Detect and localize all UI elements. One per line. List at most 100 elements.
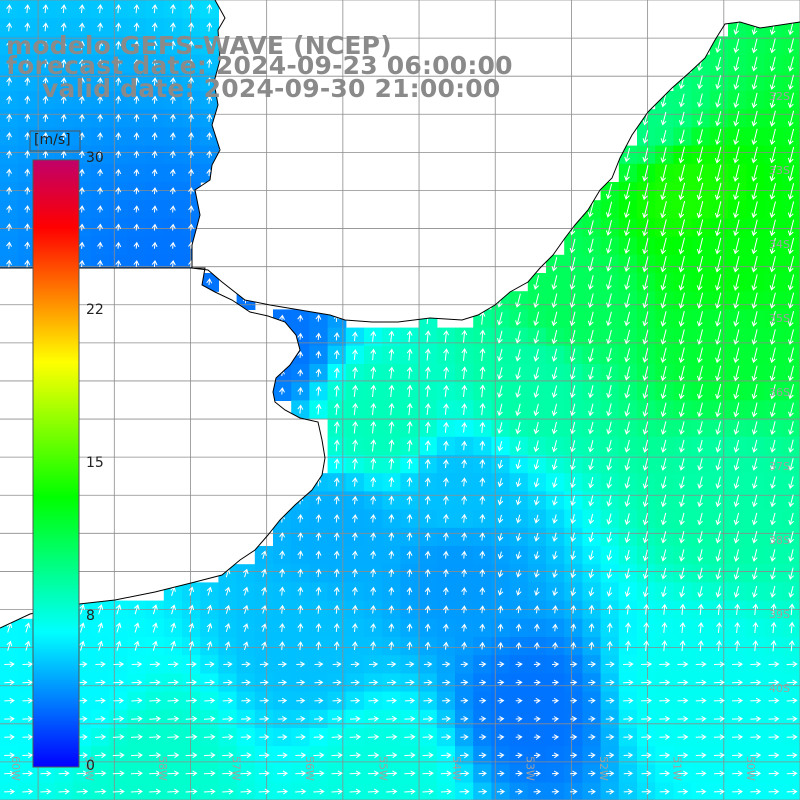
wind-arrow: [461, 384, 468, 397]
wind-arrow: [660, 384, 667, 400]
wind-arrow: [115, 241, 122, 249]
wind-arrow: [515, 348, 521, 362]
wind-arrow: [533, 385, 540, 399]
wind-arrow: [533, 716, 541, 722]
wind-arrow: [241, 715, 252, 722]
wind-arrow: [751, 439, 758, 453]
wind-arrow: [770, 439, 776, 453]
wind-arrow: [641, 661, 653, 668]
wind-arrow: [60, 113, 67, 122]
wind-arrow: [659, 734, 671, 740]
wind-arrow: [133, 259, 140, 267]
latitude-label: 37S: [769, 460, 790, 473]
wind-arrow: [733, 274, 740, 291]
wind-arrow: [279, 586, 286, 596]
wind-arrow: [152, 640, 158, 651]
wind-arrow: [587, 661, 597, 668]
wind-arrow: [6, 640, 13, 651]
wind-arrow: [42, 4, 49, 14]
wind-arrow: [352, 349, 358, 360]
wind-arrow: [315, 314, 322, 322]
wind-arrow: [315, 641, 322, 651]
wind-arrow: [170, 58, 176, 68]
wind-arrow: [715, 586, 722, 598]
wind-arrow: [733, 347, 740, 364]
wind-arrow: [60, 58, 67, 68]
wind-arrow: [314, 697, 324, 704]
wind-arrow: [169, 205, 176, 213]
wind-arrow: [696, 182, 704, 201]
wind-arrow: [40, 788, 52, 795]
wind-arrow: [715, 458, 722, 471]
wind-arrow: [188, 205, 194, 213]
wind-arrow: [624, 256, 631, 273]
wind-arrow: [678, 329, 685, 345]
wind-arrow: [606, 348, 612, 363]
wind-arrow: [588, 476, 594, 489]
wind-arrow: [659, 788, 670, 795]
wind-arrow: [297, 622, 304, 632]
wind-arrow: [569, 348, 576, 363]
wind-arrow: [660, 365, 667, 382]
wind-arrow: [405, 661, 415, 668]
wind-arrow: [331, 788, 343, 795]
wind-arrow: [97, 622, 104, 633]
wind-arrow: [624, 403, 631, 417]
wind-arrow: [588, 458, 594, 471]
wind-arrow: [22, 679, 34, 686]
wind-arrow: [769, 402, 776, 418]
wind-arrow: [149, 679, 161, 686]
wind-arrow: [697, 57, 703, 72]
wind-arrow: [533, 348, 540, 362]
wind-arrow: [170, 95, 176, 104]
wind-arrow: [751, 567, 758, 580]
wind-arrow: [677, 679, 689, 686]
wind-arrow: [133, 604, 140, 615]
wind-arrow: [259, 734, 270, 741]
wind-arrow: [660, 274, 667, 291]
wind-arrow: [188, 58, 195, 68]
wind-arrow: [279, 568, 286, 578]
wind-arrow: [750, 715, 762, 722]
wind-arrow: [352, 532, 358, 541]
wind-arrow: [714, 182, 722, 201]
wind-arrow: [349, 752, 362, 759]
wind-arrow: [770, 585, 776, 598]
wind-arrow: [97, 132, 103, 140]
wind-arrow: [167, 770, 180, 777]
wind-arrow: [606, 513, 613, 525]
wind-arrow: [460, 697, 469, 704]
wind-arrow: [551, 329, 558, 345]
wind-arrow: [277, 734, 288, 741]
wind-arrow: [677, 788, 689, 795]
wind-arrow: [370, 330, 377, 342]
wind-arrow: [497, 697, 505, 704]
wind-arrow: [424, 550, 431, 559]
wind-arrow: [769, 256, 776, 273]
wind-arrow: [515, 293, 521, 308]
wind-arrow: [714, 201, 722, 219]
wind-arrow: [588, 440, 594, 453]
wind-arrow: [515, 641, 522, 650]
wind-arrow: [624, 183, 631, 200]
wind-arrow: [206, 77, 213, 86]
wind-arrow: [770, 512, 776, 526]
wind-arrow: [588, 770, 596, 777]
wind-arrow: [406, 402, 413, 416]
wind-arrow: [170, 40, 176, 50]
wind-arrow: [533, 275, 540, 290]
wind-arrow: [751, 110, 758, 127]
wind-arrow: [751, 92, 758, 109]
wind-arrow: [588, 697, 596, 704]
latitude-label: 40S: [769, 682, 790, 695]
wind-arrow: [697, 586, 704, 598]
wind-arrow: [461, 459, 468, 469]
wind-arrow: [151, 77, 158, 86]
wind-arrow: [570, 661, 578, 668]
wind-arrow: [695, 734, 707, 740]
wind-arrow: [605, 183, 613, 200]
wind-arrow: [624, 531, 631, 544]
wind-arrow: [296, 661, 306, 668]
wind-arrow: [97, 95, 103, 104]
wind-arrow: [94, 752, 107, 759]
